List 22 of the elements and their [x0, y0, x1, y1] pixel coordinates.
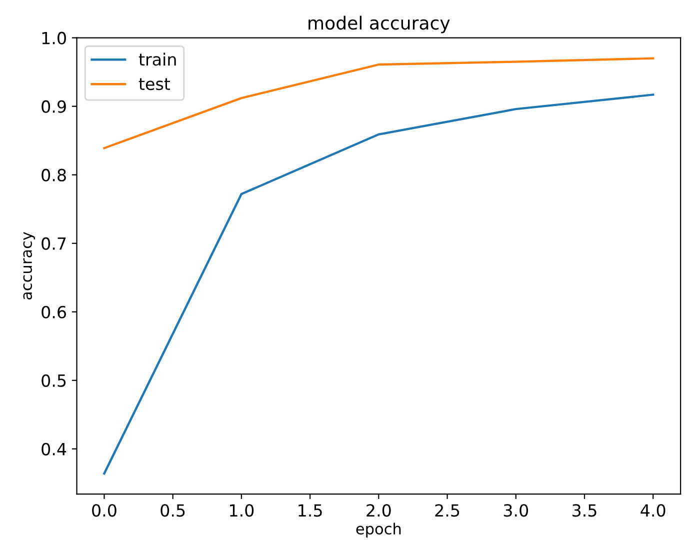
x-tick-label: 3.0 [504, 504, 528, 517]
x-tick-label: 1.5 [298, 504, 322, 517]
x-tick-label: 3.5 [572, 504, 596, 517]
y-tick-label: 0.8 [42, 168, 66, 182]
legend-label: test [138, 78, 170, 90]
x-tick-label: 2.0 [366, 504, 391, 517]
y-tick-label: 0.4 [42, 442, 66, 456]
x-tick-label: 0.0 [92, 504, 116, 517]
x-tick-label: 1.0 [230, 504, 254, 517]
y-tick-label: 0.9 [42, 100, 66, 113]
x-tick-label: 0.5 [160, 504, 185, 517]
x-axis-title: epoch [356, 522, 401, 538]
x-tick-label: 2.5 [435, 504, 460, 517]
line-series [103, 94, 654, 475]
x-tick-label: 4.0 [640, 504, 666, 517]
y-tick-label: 0.6 [42, 306, 66, 318]
y-tick-label: 1.0 [42, 32, 66, 44]
chart-title: model accuracy [308, 16, 450, 34]
y-axis-title: accuracy [23, 232, 35, 300]
legend-label: train [138, 52, 176, 66]
y-tick-label: 0.7 [42, 237, 66, 250]
y-tick-label: 0.5 [42, 374, 66, 387]
